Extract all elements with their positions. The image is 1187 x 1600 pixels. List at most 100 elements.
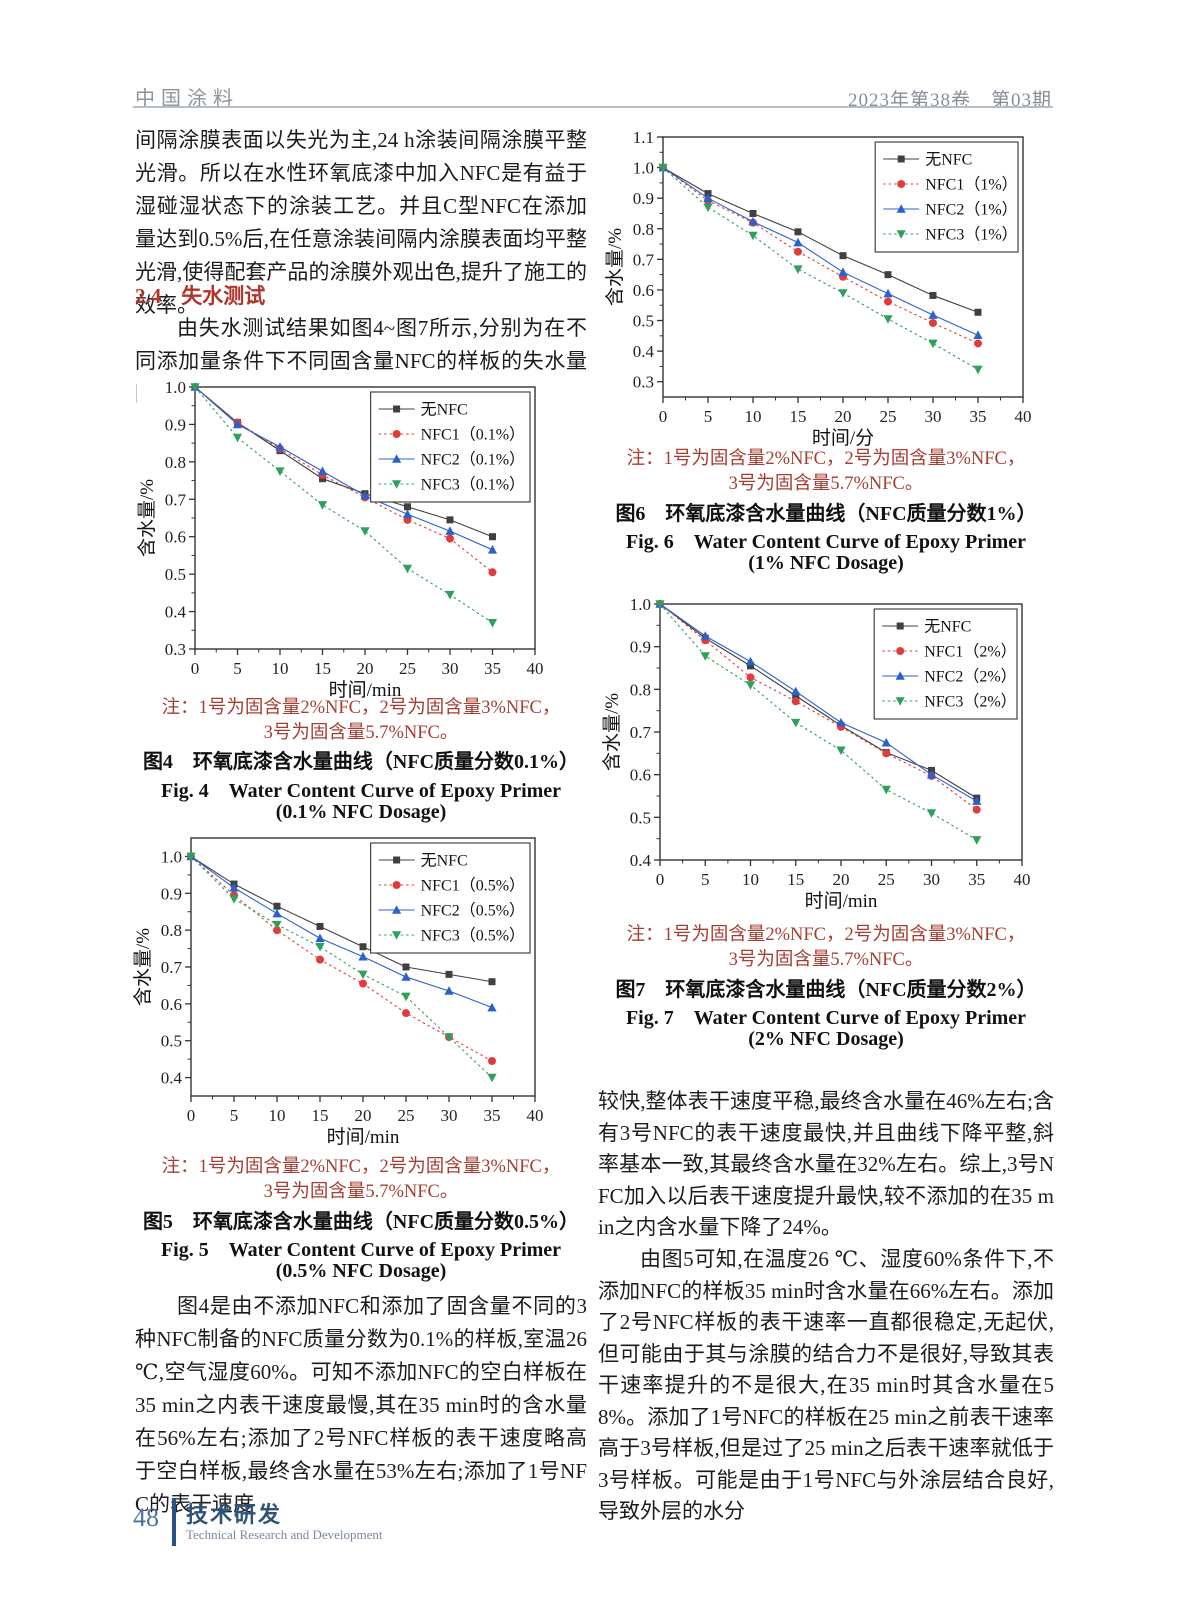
- x-tick-label: 0: [187, 1106, 196, 1125]
- marker-triangle-down: [928, 339, 938, 349]
- marker-triangle-up: [444, 986, 454, 995]
- fig4-note-line2: 3号为固含量5.7%NFC。: [263, 723, 459, 743]
- marker-triangle-down: [358, 970, 368, 980]
- marker-circle: [974, 339, 982, 348]
- marker-square: [488, 978, 496, 986]
- marker-triangle-down: [838, 289, 848, 298]
- fig5-caption-en2: (0.5% NFC Dosage): [275, 1260, 447, 1282]
- x-tick-label: 15: [790, 407, 807, 426]
- fig7-caption-en: Fig. 7 Water Content Curve of Epoxy Prim…: [625, 1007, 1027, 1029]
- marker-triangle-up: [392, 905, 402, 914]
- marker-triangle-down: [272, 920, 282, 930]
- marker-triangle-down: [973, 365, 983, 375]
- marker-triangle-down: [748, 231, 758, 241]
- y-tick-label: 0.6: [161, 995, 182, 1014]
- legend-label: NFC3（0.1%）: [421, 476, 525, 494]
- y-tick-label: 0.5: [165, 565, 186, 584]
- series-NFC3（0.1%）: [190, 383, 498, 628]
- x-axis-label: 时间/min: [805, 890, 878, 910]
- page-number: 48: [133, 1503, 159, 1532]
- footer-section-en: Technical Research and Development: [186, 1527, 383, 1542]
- x-tick-label: 15: [314, 659, 331, 678]
- header-rule: [133, 106, 1053, 108]
- y-tick-label: 0.6: [633, 281, 654, 300]
- fig7-note-line2: 3号为固含量5.7%NFC。: [728, 950, 924, 970]
- journal-title: 中国涂料: [135, 88, 239, 110]
- marker-circle: [488, 568, 497, 577]
- marker-triangle-down: [360, 527, 370, 536]
- fig4-caption-en2: (0.1% NFC Dosage): [275, 801, 447, 823]
- x-tick-label: 20: [357, 659, 374, 678]
- marker-triangle-up: [703, 193, 713, 202]
- y-tick-label: 0.8: [161, 921, 182, 940]
- marker-triangle-up: [791, 686, 801, 696]
- marker-triangle-down: [793, 265, 803, 274]
- marker-triangle-up: [229, 882, 239, 892]
- y-tick-label: 0.8: [630, 680, 651, 699]
- marker-circle: [897, 180, 906, 188]
- y-tick-label: 1.0: [161, 847, 182, 866]
- y-tick-label: 0.5: [161, 1032, 182, 1051]
- x-tick-label: 25: [880, 407, 897, 426]
- fig4-note-line1: 注：1号为固含量2%NFC，2号为固含量3%NFC，: [161, 698, 561, 718]
- series-NFC3（2%）: [655, 600, 982, 845]
- fig4-caption-cn: 图4 环氧底漆含水量曲线（NFC质量分数0.1%）: [142, 751, 580, 773]
- marker-square: [929, 291, 937, 299]
- x-tick-label: 0: [191, 659, 200, 678]
- x-tick-label: 5: [230, 1106, 239, 1125]
- marker-triangle-down: [445, 590, 455, 600]
- fig4-chart: 0.3 0.4 0.5 0.6 0.7 0.8 0.9 1.0 0 5 10 15 20 25 30 35 40…: [136, 377, 549, 701]
- marker-triangle-up: [392, 454, 402, 463]
- marker-triangle-down: [444, 1033, 454, 1042]
- marker-triangle-up: [402, 509, 413, 519]
- y-tick-label: 0.6: [165, 528, 186, 547]
- marker-triangle-down: [972, 836, 982, 845]
- marker-square: [747, 662, 754, 670]
- marker-square: [393, 856, 401, 864]
- y-tick-label: 1.0: [165, 378, 186, 397]
- fig5-caption-cn: 图5 环氧底漆含水量曲线（NFC质量分数0.5%）: [142, 1211, 580, 1233]
- marker-circle: [316, 955, 324, 964]
- marker-square: [794, 228, 802, 236]
- y-tick-label: 0.7: [165, 490, 187, 509]
- marker-triangle-up: [793, 237, 803, 247]
- marker-triangle-up: [360, 490, 370, 500]
- body-paragraph: 由失水测试结果如图4~图7所示,分别为在不同添加量条件下不同固含量NFC的样板的…: [135, 316, 587, 406]
- fig6-caption-en2: (1% NFC Dosage): [748, 552, 904, 574]
- section-heading: 2.4 失水测试: [135, 280, 265, 310]
- fig7-chart: 0.4 0.5 0.6 0.7 0.8 0.9 1.0 0 5 10 15 20 25 30 35 40 时间/…: [601, 594, 1036, 912]
- marker-triangle-up: [838, 267, 848, 276]
- chart-legend: 无NFC NFC1（0.1%） NFC2（0.1%） NFC3（0.1%）: [370, 391, 531, 503]
- x-tick-label: 25: [398, 1106, 415, 1125]
- marker-square: [446, 516, 454, 524]
- marker-square: [839, 252, 847, 260]
- legend-label: NFC3（0.5%）: [421, 927, 525, 945]
- marker-triangle-down: [881, 785, 891, 795]
- series-NFC3（0.5%）: [186, 852, 497, 1083]
- y-tick-label: 0.8: [165, 453, 186, 472]
- marker-triangle-down: [700, 652, 710, 661]
- marker-triangle-down: [232, 433, 243, 443]
- legend-label: NFC3（2%）: [924, 693, 1016, 711]
- section-title: 失水测试: [181, 284, 266, 308]
- fig5-note-line2: 3号为固含量5.7%NFC。: [263, 1182, 459, 1202]
- marker-square: [896, 622, 904, 630]
- marker-square: [445, 970, 453, 978]
- marker-triangle-up: [926, 769, 937, 779]
- chart-legend: 无NFC NFC1（1%） NFC2（1%） NFC3（1%）: [874, 141, 1019, 253]
- y-tick-label: 0.3: [633, 373, 654, 392]
- fig5-svg: 0.4 0.5 0.6 0.7 0.8 0.9 1.0 0 5 10 15 20 25 30 35 40 时间/…: [132, 837, 544, 1148]
- x-tick-label: 30: [441, 1106, 458, 1125]
- x-axis-label: 时间/min: [329, 679, 402, 699]
- y-tick-label: 0.9: [165, 415, 186, 434]
- y-tick-label: 0.9: [630, 638, 651, 657]
- legend-label: NFC2（2%）: [924, 668, 1016, 686]
- marker-triangle-down: [895, 697, 905, 706]
- x-tick-label: 20: [355, 1106, 372, 1125]
- series-NFC2（2%）: [655, 599, 982, 805]
- marker-triangle-down: [190, 383, 200, 392]
- x-tick-label: 35: [484, 659, 501, 678]
- x-tick-label: 20: [835, 407, 852, 426]
- marker-square: [316, 922, 324, 930]
